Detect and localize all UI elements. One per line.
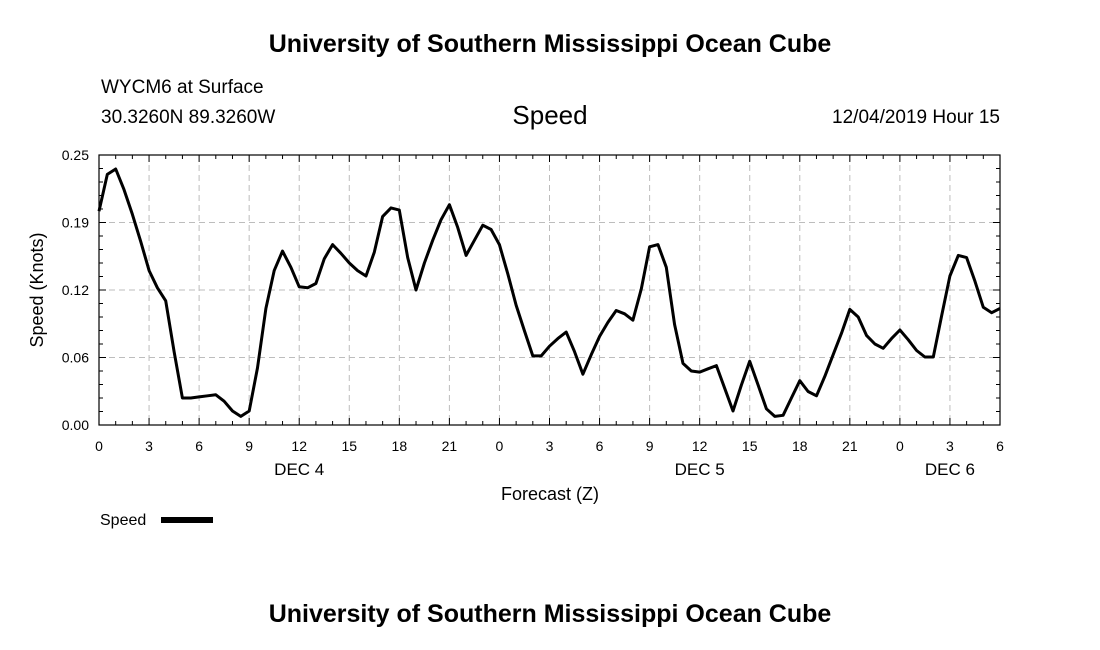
axis-labels: 0 3 6 9 12 15 18 21 0 3 6 9 12 15 18 21 0 3 6 0.00 0.06 0.12 0… bbox=[62, 147, 1004, 479]
bottom-title: University of Southern Mississippi Ocean… bbox=[268, 600, 832, 628]
x-tick-label: 15 bbox=[742, 438, 758, 454]
x-tick-label: 0 bbox=[896, 438, 904, 454]
y-tick-label: 0.00 bbox=[62, 417, 89, 433]
x-tick-label: 6 bbox=[195, 438, 203, 454]
day-label: DEC 5 bbox=[675, 460, 725, 479]
day-label: DEC 6 bbox=[925, 460, 975, 479]
axis-ticks bbox=[98, 154, 1001, 426]
day-label: DEC 4 bbox=[274, 460, 324, 479]
x-tick-label: 12 bbox=[692, 438, 708, 454]
y-tick-label: 0.12 bbox=[62, 282, 89, 298]
chart-title: Speed bbox=[512, 100, 588, 130]
location-label: 30.3260N 89.3260W bbox=[101, 107, 276, 128]
x-tick-label: 0 bbox=[496, 438, 504, 454]
speed-series-line bbox=[97, 167, 1001, 418]
datetime-label: 12/04/2019 Hour 15 bbox=[832, 107, 1000, 128]
x-tick-label: 21 bbox=[842, 438, 858, 454]
legend-label: Speed bbox=[100, 512, 146, 529]
y-tick-label: 0.25 bbox=[62, 147, 89, 163]
x-tick-label: 6 bbox=[596, 438, 604, 454]
x-tick-label: 15 bbox=[341, 438, 357, 454]
y-tick-label: 0.19 bbox=[62, 215, 89, 231]
station-label: WYCM6 at Surface bbox=[101, 77, 264, 98]
x-tick-label: 21 bbox=[442, 438, 458, 454]
y-axis-label: Speed (Knots) bbox=[27, 232, 47, 347]
x-tick-label: 18 bbox=[392, 438, 408, 454]
x-tick-label: 3 bbox=[946, 438, 954, 454]
x-axis-label: Forecast (Z) bbox=[501, 484, 599, 504]
x-tick-label: 3 bbox=[546, 438, 554, 454]
x-tick-label: 12 bbox=[291, 438, 307, 454]
x-tick-label: 9 bbox=[245, 438, 253, 454]
x-tick-label: 3 bbox=[145, 438, 153, 454]
x-tick-label: 18 bbox=[792, 438, 808, 454]
grid-lines bbox=[99, 155, 1000, 425]
x-tick-label: 6 bbox=[996, 438, 1004, 454]
x-tick-label: 9 bbox=[646, 438, 654, 454]
y-tick-label: 0.06 bbox=[62, 350, 89, 366]
x-tick-label: 0 bbox=[95, 438, 103, 454]
top-title: University of Southern Mississippi Ocean… bbox=[268, 30, 832, 58]
